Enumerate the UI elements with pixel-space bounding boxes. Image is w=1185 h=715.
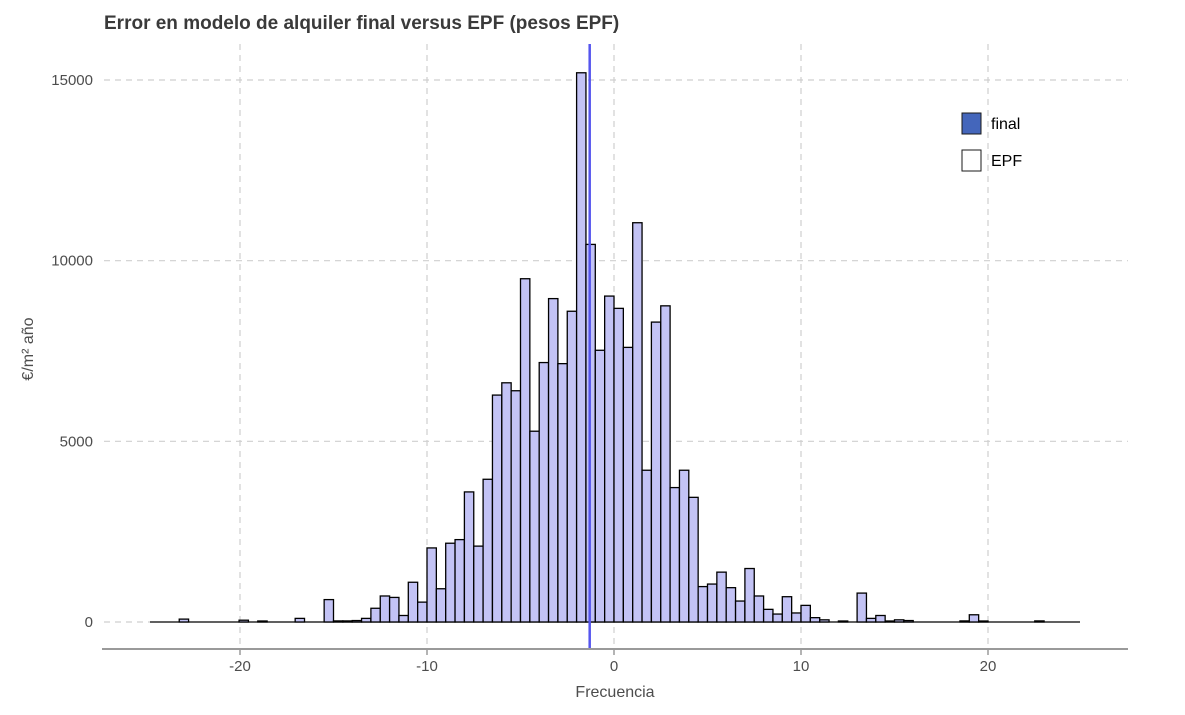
x-tick-label-1: -10 — [416, 658, 438, 675]
bar-21 — [482, 478, 494, 623]
x-tick-label-3: 10 — [793, 658, 810, 675]
bar-45 — [706, 583, 718, 623]
bar-26 — [529, 430, 540, 623]
bar-41 — [669, 486, 681, 623]
bar-44 — [697, 585, 709, 623]
bar-1 — [238, 619, 250, 623]
bar-13 — [407, 581, 419, 623]
chart-title: Error en modelo de alquiler final versus… — [104, 13, 619, 34]
bar-49 — [744, 567, 755, 623]
x-axis-ticks: -20 -10 0 10 20 — [229, 649, 996, 675]
bar-10 — [379, 595, 391, 623]
x-tick-label-4: 20 — [980, 658, 997, 675]
legend-label-final: final — [991, 116, 1020, 133]
bar-7 — [351, 619, 363, 623]
bar-28 — [547, 297, 559, 623]
bar-43 — [688, 496, 699, 623]
bar-34 — [604, 295, 615, 623]
bar-3 — [294, 617, 306, 623]
bar-58 — [837, 620, 849, 623]
bar-18 — [454, 538, 466, 623]
bar-56 — [809, 617, 821, 623]
bar-8 — [360, 617, 372, 623]
y-tick-label-3: 15000 — [51, 72, 93, 89]
y-tick-label-0: 0 — [85, 614, 93, 631]
y-tick-label-1: 5000 — [60, 433, 93, 450]
bar-40 — [660, 305, 671, 623]
bar-42 — [678, 469, 690, 623]
bar-30 — [566, 310, 578, 623]
bar-0 — [178, 618, 190, 623]
bar-51 — [762, 608, 774, 623]
bar-16 — [435, 588, 447, 623]
bar-61 — [875, 614, 886, 623]
bar-31 — [575, 72, 587, 623]
bar-33 — [594, 349, 606, 623]
bar-27 — [538, 361, 550, 623]
legend-swatch-final — [961, 112, 982, 135]
legend-label-epf: EPF — [991, 153, 1022, 170]
bar-19 — [463, 491, 475, 623]
bar-24 — [510, 390, 522, 623]
bar-68 — [1034, 620, 1045, 623]
bar-15 — [426, 547, 438, 623]
bar-9 — [370, 607, 381, 623]
bar-66 — [968, 614, 980, 623]
bar-23 — [501, 382, 512, 623]
bar-12 — [398, 614, 409, 623]
bar-48 — [734, 600, 746, 623]
legend-swatch-epf — [961, 149, 982, 172]
legend: final EPF — [961, 112, 1022, 172]
bar-11 — [388, 596, 400, 623]
bar-20 — [473, 545, 484, 623]
bar-36 — [622, 346, 634, 623]
bar-25 — [519, 278, 531, 623]
bar-6 — [342, 620, 353, 623]
bar-50 — [753, 595, 765, 623]
bar-38 — [641, 469, 653, 623]
x-axis-label: Frecuencia — [575, 684, 654, 701]
bar-60 — [865, 617, 877, 623]
bar-4 — [323, 598, 335, 623]
bar-46 — [716, 571, 727, 623]
y-axis-label: €/m² año — [20, 317, 37, 380]
x-tick-label-0: -20 — [229, 658, 251, 675]
bar-39 — [650, 321, 662, 623]
bar-59 — [856, 592, 868, 623]
bar-29 — [557, 362, 568, 623]
bar-57 — [819, 619, 830, 623]
bar-54 — [791, 612, 802, 623]
histogram-bars — [178, 72, 1045, 623]
bar-62 — [884, 620, 896, 623]
bar-52 — [772, 613, 783, 623]
bar-17 — [445, 542, 456, 623]
bar-67 — [978, 620, 989, 623]
bar-5 — [332, 620, 344, 623]
bar-14 — [416, 601, 428, 623]
bar-2 — [257, 620, 268, 623]
y-tick-label-2: 10000 — [51, 253, 93, 270]
bar-22 — [491, 394, 503, 623]
bar-55 — [800, 604, 812, 623]
bar-37 — [632, 222, 643, 623]
bar-65 — [959, 620, 970, 623]
x-tick-label-2: 0 — [610, 658, 618, 675]
bar-64 — [903, 619, 914, 623]
bar-35 — [613, 307, 625, 623]
y-axis-ticks: 0 5000 10000 15000 — [51, 72, 93, 631]
bar-63 — [893, 619, 905, 623]
bar-47 — [725, 587, 737, 623]
bar-53 — [781, 596, 793, 623]
